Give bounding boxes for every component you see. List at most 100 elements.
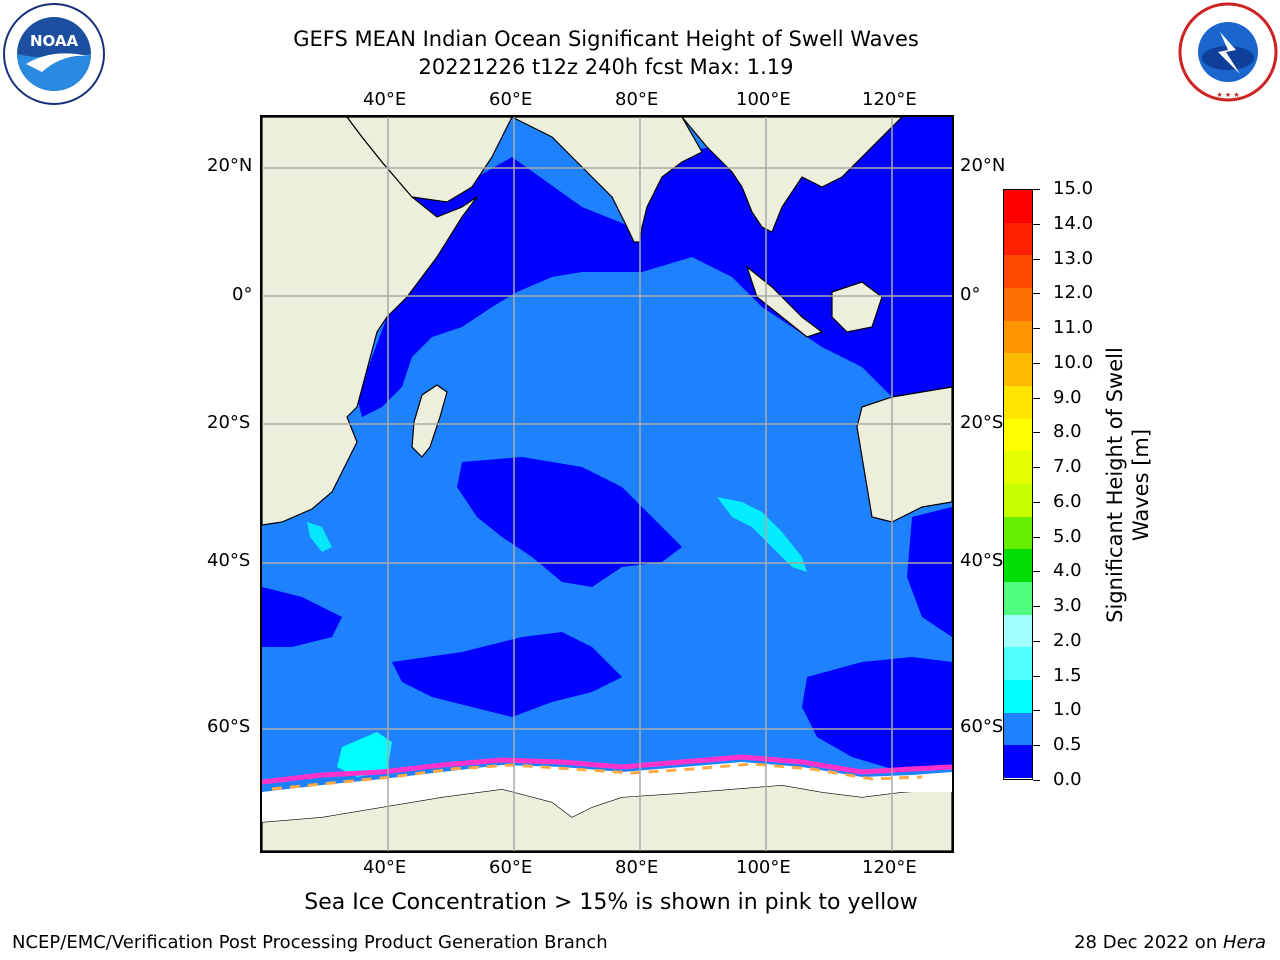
lat-label-right: 20°S [960, 412, 1004, 433]
map-panel [260, 115, 954, 853]
lat-label-left: 20°S [207, 412, 251, 433]
svg-text:★ ★ ★: ★ ★ ★ [1216, 91, 1239, 99]
colorbar-tick-mark [1033, 189, 1040, 190]
low-swell-region-southern-band [392, 632, 622, 717]
lat-label-right: 60°S [960, 716, 1004, 737]
lat-label-left: 0° [232, 284, 253, 305]
colorbar-tick-mark [1033, 397, 1040, 399]
land-australia [856, 386, 952, 523]
colorbar-segment [1004, 190, 1032, 224]
colorbar-tick-mark [1033, 432, 1040, 434]
colorbar-tick-label: 0.5 [1053, 734, 1082, 756]
sea-ice-note: Sea Ice Concentration > 15% is shown in … [304, 890, 918, 915]
lon-label-bottom: 60°E [489, 857, 533, 878]
colorbar-segment [1004, 712, 1032, 746]
colorbar-tick-mark [1033, 745, 1040, 747]
colorbar-label-line2: Waves [m] [1129, 428, 1153, 542]
colorbar-segment [1004, 647, 1032, 681]
colorbar-label: Significant Height of Swell Waves [m] [1102, 305, 1154, 665]
colorbar-tick-mark [1033, 710, 1040, 712]
colorbar-tick-mark [1033, 675, 1040, 677]
colorbar-tick-mark [1033, 293, 1040, 295]
noaa-logo: NOAA [3, 3, 105, 105]
colorbar-tick-label: 5.0 [1053, 525, 1082, 547]
colorbar-tick-mark [1033, 223, 1040, 225]
lat-label-left: 20°N [207, 155, 253, 176]
colorbar-tick-label: 6.0 [1053, 490, 1082, 512]
colorbar-segment [1004, 614, 1032, 648]
footer-credit: NCEP/EMC/Verification Post Processing Pr… [12, 932, 608, 953]
colorbar-tick-mark [1033, 501, 1040, 503]
colorbar-segment [1004, 320, 1032, 354]
colorbar-tick-mark [1033, 328, 1040, 330]
colorbar-tick-mark [1033, 362, 1040, 364]
colorbar-tick-label: 14.0 [1053, 212, 1094, 234]
low-swell-region-southeast [802, 657, 952, 772]
land-india [511, 117, 703, 243]
land-southeast-asia [681, 117, 903, 233]
lat-label-right: 0° [960, 284, 981, 305]
colorbar-segment [1004, 255, 1032, 289]
low-swell-region-southwest [262, 587, 342, 647]
colorbar-tick-label: 7.0 [1053, 456, 1082, 478]
colorbar-tick-label: 12.0 [1053, 282, 1094, 304]
colorbar-tick-mark [1033, 606, 1040, 608]
colorbar-tick-label: 1.5 [1053, 664, 1082, 686]
lon-label-top: 100°E [736, 89, 791, 110]
colorbar-segment [1004, 222, 1032, 256]
colorbar-tick-label: 0.0 [1053, 769, 1082, 790]
colorbar-tick-label: 9.0 [1053, 386, 1082, 408]
land-sumatra-borneo [745, 265, 883, 338]
lon-label-top: 120°E [862, 89, 917, 110]
colorbar-label-line1: Significant Height of Swell [1103, 347, 1127, 623]
low-swell-region-east [907, 507, 952, 637]
colorbar-segment [1004, 484, 1032, 518]
colorbar-segment [1004, 745, 1032, 779]
footer-host: Hera [1222, 932, 1266, 953]
lon-label-bottom: 120°E [862, 857, 917, 878]
colorbar-tick-label: 8.0 [1053, 421, 1082, 443]
footer-date-text: 28 Dec 2022 on [1074, 932, 1223, 953]
colorbar-segment [1004, 386, 1032, 420]
colorbar-tick-mark [1033, 467, 1040, 469]
colorbar-segment [1004, 582, 1032, 616]
lat-label-left: 40°S [207, 550, 251, 571]
colorbar-tick-label: 11.0 [1053, 317, 1094, 339]
chart-subtitle: 20221226 t12z 240h fcst Max: 1.19 [418, 55, 794, 79]
colorbar-tick-label: 4.0 [1053, 560, 1082, 582]
lat-label-left: 60°S [207, 716, 251, 737]
colorbar-tick-mark [1033, 258, 1040, 260]
swell-1-1-5-patch-southwest [337, 732, 392, 777]
swell-1-1-5-patch-central [717, 497, 807, 572]
colorbar-segment [1004, 418, 1032, 452]
nws-logo: ★ ★ ★ [1178, 2, 1278, 102]
colorbar-tick-label: 3.0 [1053, 595, 1082, 617]
colorbar-tick-mark [1033, 571, 1040, 573]
footer-date: 28 Dec 2022 on Hera [1074, 932, 1266, 953]
sea-ice-band [262, 762, 952, 822]
lat-label-right: 20°N [960, 155, 1006, 176]
lon-label-top: 40°E [363, 89, 407, 110]
colorbar-segment [1004, 451, 1032, 485]
low-swell-region-arabian-sea [357, 117, 952, 417]
map-canvas [262, 117, 952, 851]
colorbar-segment [1004, 288, 1032, 322]
lon-label-bottom: 100°E [736, 857, 791, 878]
colorbar [1003, 189, 1033, 780]
lat-label-right: 40°S [960, 550, 1004, 571]
svg-text:NOAA: NOAA [30, 32, 79, 50]
colorbar-tick-mark [1033, 640, 1040, 642]
colorbar-tick-label: 1.0 [1053, 699, 1082, 721]
colorbar-segment [1004, 680, 1032, 714]
sea-ice-edge-pink [262, 754, 952, 785]
colorbar-tick-label: 15.0 [1053, 178, 1094, 199]
colorbar-tick-label: 13.0 [1053, 247, 1094, 269]
land-madagascar [411, 384, 448, 458]
colorbar-tick-label: 2.0 [1053, 629, 1082, 651]
colorbar-segment [1004, 549, 1032, 583]
colorbar-segment [1004, 516, 1032, 550]
colorbar-tick-mark [1033, 780, 1040, 781]
lon-label-top: 80°E [615, 89, 659, 110]
lon-label-bottom: 40°E [363, 857, 407, 878]
sea-ice-edge-orange [271, 762, 923, 791]
